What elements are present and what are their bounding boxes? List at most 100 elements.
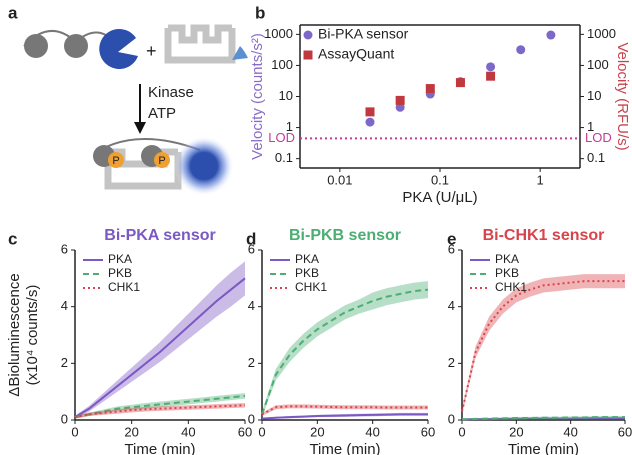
- x-tick-label: 60: [421, 424, 435, 439]
- arrow-label: Kinase: [148, 84, 194, 101]
- x-tick-label: 0.01: [327, 172, 352, 187]
- y-tick-label: 100: [271, 57, 293, 72]
- line: [461, 280, 625, 412]
- reference-label: LOD: [585, 130, 612, 145]
- x-tick-label: 40: [365, 424, 379, 439]
- plus: +: [146, 41, 157, 61]
- chart-title: Bi-CHK1 sensor: [483, 227, 605, 244]
- y-tick-label: 2: [248, 355, 255, 370]
- x-tick-label: 40: [181, 424, 195, 439]
- phosphate: [154, 152, 170, 168]
- y2-tick-label: 1: [587, 119, 594, 134]
- arrow-label: ATP: [148, 105, 176, 122]
- y-tick-label: 4: [248, 298, 255, 313]
- legend-marker: [303, 50, 313, 60]
- legend-label: AssayQuant: [318, 46, 394, 62]
- line: [74, 394, 246, 419]
- panel-letter: d: [246, 229, 256, 248]
- phospho-label: P: [112, 155, 119, 167]
- panel-letter: b: [255, 3, 265, 22]
- x-tick-label: 60: [618, 424, 632, 439]
- legend-label: PKA: [295, 252, 319, 266]
- y-axis-label: (x10⁴ counts/s): [24, 285, 41, 386]
- y-tick-label: 0.1: [275, 150, 293, 165]
- y-tick-label: 0: [61, 411, 68, 426]
- line: [261, 405, 428, 416]
- y2-tick-label: 0.1: [587, 150, 605, 165]
- point: [546, 30, 556, 40]
- x-tick-label: 20: [310, 424, 324, 439]
- y-tick-label: 1: [286, 119, 293, 134]
- y-tick-label: 4: [448, 298, 455, 313]
- y-tick-label: 0: [448, 411, 455, 426]
- legend-marker: [303, 30, 313, 40]
- luciferase: [99, 28, 138, 69]
- error-band: [462, 274, 625, 415]
- reference-label: LOD: [268, 130, 295, 145]
- y-tick-label: 4: [61, 298, 68, 313]
- point: [365, 117, 375, 127]
- point: [486, 62, 496, 72]
- legend-label: PKB: [495, 266, 519, 280]
- error-band: [75, 261, 245, 419]
- x-axis-label: Time (min): [309, 441, 380, 455]
- error-band: [75, 393, 245, 419]
- point: [425, 84, 435, 94]
- point: [365, 107, 375, 117]
- x-tick-label: 1: [537, 172, 544, 187]
- y-tick-label: 6: [448, 241, 455, 256]
- phosphate: [108, 152, 124, 168]
- y2-tick-label: 100: [587, 57, 609, 72]
- x-tick-label: 20: [124, 424, 138, 439]
- line: [261, 288, 429, 415]
- point: [395, 102, 405, 112]
- error-band: [75, 403, 245, 419]
- point: [516, 45, 526, 55]
- line: [461, 416, 625, 421]
- panel-a: a + Kinase ATP P P: [8, 3, 248, 196]
- phospho-label: P: [158, 155, 165, 167]
- panel-letter: c: [8, 229, 17, 248]
- x-tick-label: 0: [71, 424, 78, 439]
- y-tick-label: 0: [248, 411, 255, 426]
- line: [74, 404, 246, 419]
- y2-tick-label: 10: [587, 88, 601, 103]
- legend-label: PKA: [108, 252, 132, 266]
- legend-label: PKA: [495, 252, 519, 266]
- legend-label: Bi-PKA sensor: [318, 26, 409, 42]
- y-tick-label: 10: [279, 88, 293, 103]
- y-axis-label: Velocity (counts/s²): [249, 33, 266, 160]
- chart-title: Bi-PKB sensor: [289, 227, 401, 244]
- line: [261, 413, 428, 420]
- line: [74, 277, 246, 419]
- fragment: [232, 46, 248, 60]
- chart-panel: b 0.01 0.1 1 0.1 1 10 100 1000 0.1 1 10 100 1000 PKA (…: [249, 3, 631, 205]
- x-axis-label: Time (min): [124, 441, 195, 455]
- x-tick-label: 20: [509, 424, 523, 439]
- x-tick-label: 0: [258, 424, 265, 439]
- receptor: [164, 24, 236, 64]
- glowing-luciferase: [174, 136, 234, 196]
- x-axis-label: PKA (U/μL): [402, 189, 477, 206]
- legend-label: CHK1: [495, 280, 527, 294]
- subunit: [64, 34, 88, 58]
- legend-label: PKB: [295, 266, 319, 280]
- x-tick-label: 0.1: [431, 172, 449, 187]
- y-tick-label: 2: [448, 355, 455, 370]
- panel-letter: a: [8, 3, 18, 22]
- point: [455, 78, 465, 88]
- y-tick-label: 6: [248, 241, 255, 256]
- y2-tick-label: 1000: [587, 26, 616, 41]
- y2-axis-label: Velocity (RFU/s): [614, 42, 631, 150]
- x-tick-label: 60: [238, 424, 252, 439]
- x-axis-label: Time (min): [508, 441, 579, 455]
- error-band: [262, 281, 428, 418]
- panel-letter: e: [447, 229, 456, 248]
- legend-label: CHK1: [295, 280, 327, 294]
- subunit: [24, 34, 48, 58]
- point: [486, 71, 496, 81]
- chart-panel: e 0 20 40 60 0 2 4 6 Time (min) Bi-CHK1 sensor PKAP…: [447, 227, 632, 455]
- x-tick-label: 40: [563, 424, 577, 439]
